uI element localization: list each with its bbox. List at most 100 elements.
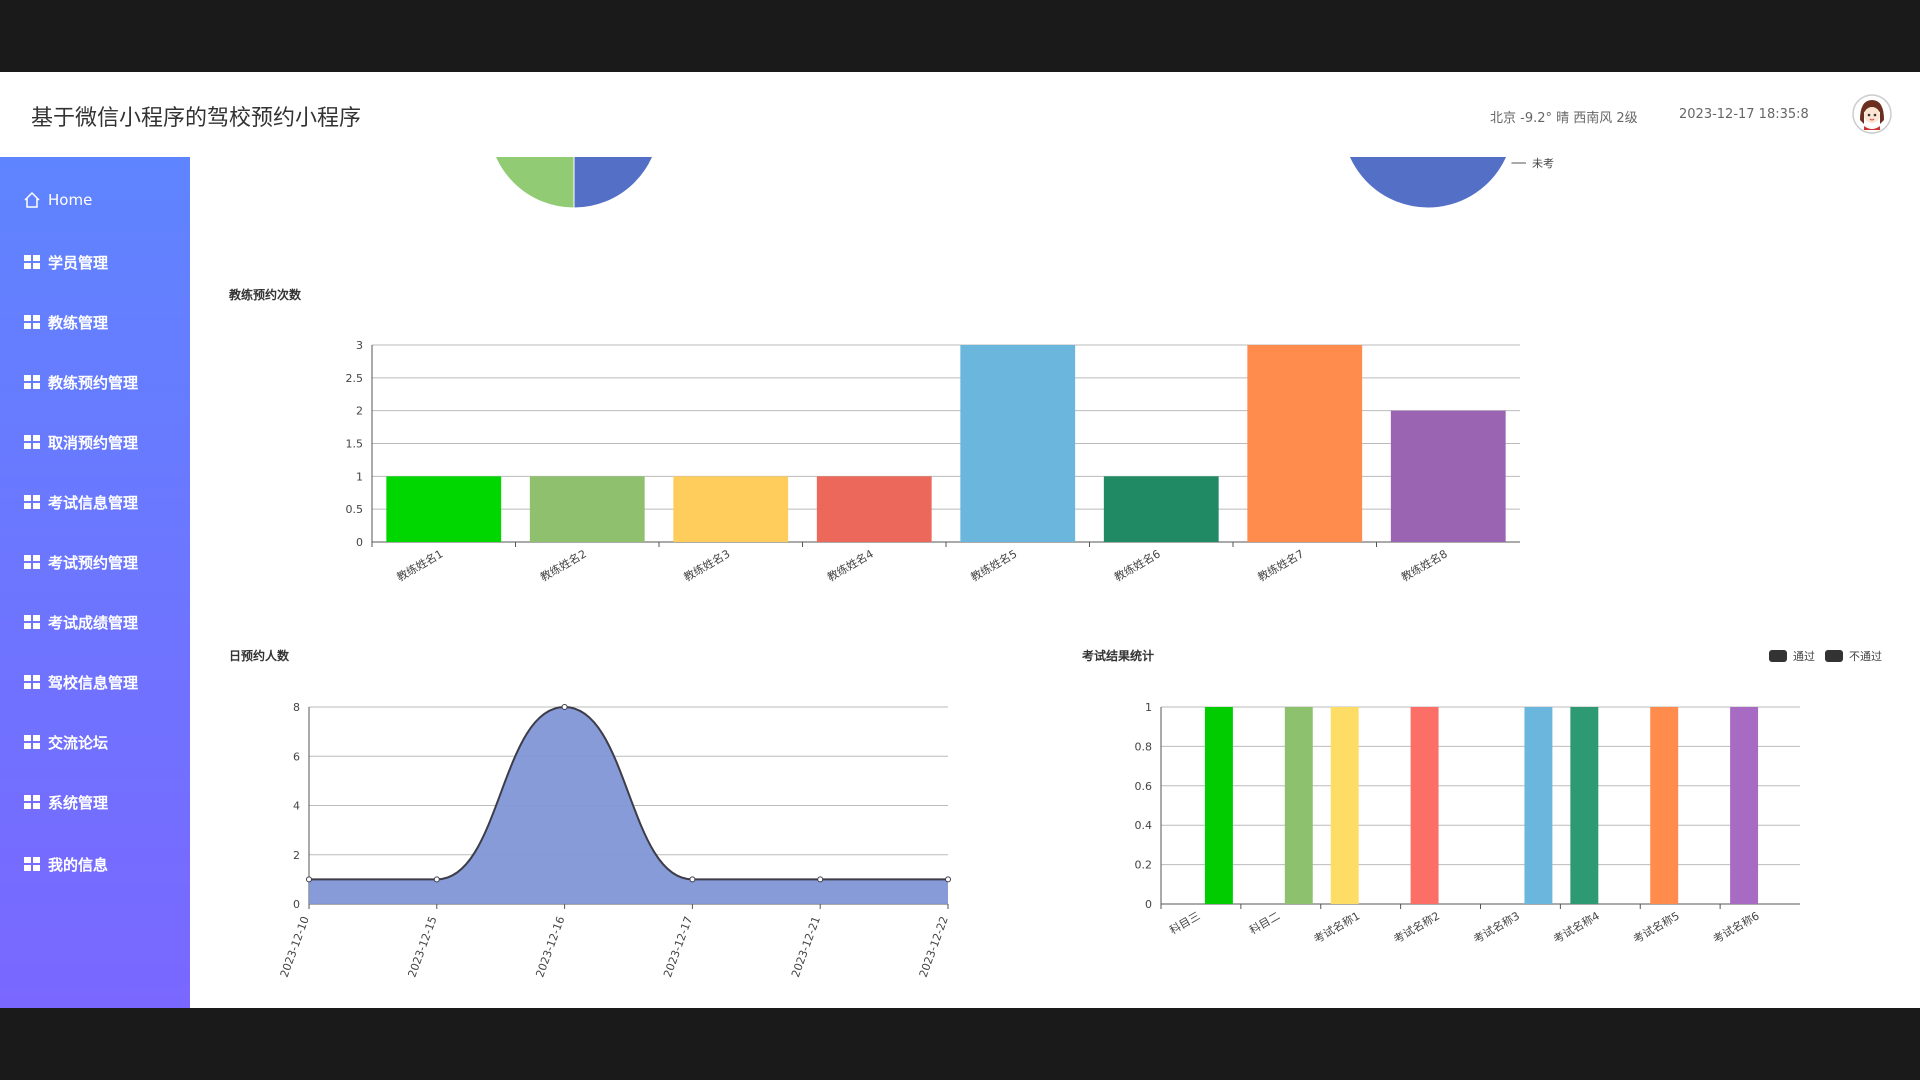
bar bbox=[1204, 707, 1233, 904]
menu-label: 我的信息 bbox=[48, 855, 109, 874]
x-tick-label: 2023-12-15 bbox=[406, 915, 440, 980]
y-tick-label: 0.8 bbox=[1135, 740, 1153, 753]
y-tick-label: 4 bbox=[293, 800, 300, 813]
bar bbox=[1103, 476, 1219, 542]
x-tick-label: 教练姓名6 bbox=[1112, 546, 1163, 584]
x-tick-label: 考试名称5 bbox=[1631, 908, 1682, 946]
y-tick-label: 1 bbox=[356, 470, 363, 483]
bottom-bar bbox=[0, 1008, 1920, 1080]
menu-icon bbox=[24, 555, 40, 569]
point bbox=[433, 876, 440, 883]
y-tick-label: 0.4 bbox=[1135, 819, 1153, 832]
x-tick-label: 考试名称3 bbox=[1471, 908, 1522, 946]
menu-item[interactable]: 驾校信息管理 bbox=[22, 670, 138, 694]
datetime: 2023-12-17 18:35:8 bbox=[1679, 107, 1809, 122]
menu-label: 教练预约管理 bbox=[48, 373, 139, 392]
x-tick-label: 教练姓名3 bbox=[681, 546, 732, 584]
bar bbox=[960, 345, 1076, 542]
x-tick-label: 2023-12-10 bbox=[278, 915, 312, 980]
pie-group bbox=[494, 157, 1508, 209]
menu-item[interactable]: 教练预约管理 bbox=[22, 370, 138, 394]
chart-title: 教练预约次数 bbox=[228, 287, 302, 302]
bar bbox=[386, 476, 502, 542]
menu-label: 考试成绩管理 bbox=[48, 613, 139, 632]
point bbox=[945, 876, 951, 883]
y-tick-label: 0.2 bbox=[1135, 859, 1153, 872]
y-tick-label: 3 bbox=[356, 339, 363, 352]
legend-swatch bbox=[1825, 650, 1843, 662]
x-tick-label: 考试名称2 bbox=[1391, 908, 1442, 946]
menu-icon bbox=[24, 375, 40, 389]
avatar[interactable] bbox=[1852, 94, 1892, 134]
bar bbox=[1330, 707, 1359, 904]
pie-slice bbox=[1348, 157, 1508, 209]
x-tick-label: 考试名称1 bbox=[1311, 908, 1362, 946]
menu-item[interactable]: 取消预约管理 bbox=[22, 430, 138, 454]
menu-label: 交流论坛 bbox=[48, 733, 109, 752]
menu-item[interactable]: 考试成绩管理 bbox=[22, 610, 138, 634]
y-tick-label: 2.5 bbox=[346, 372, 364, 385]
sidebar: Home 学员管理教练管理教练预约管理 取消预约管理 考试信息管理考试预约管理考试成绩… bbox=[0, 157, 190, 1008]
menu-item[interactable]: 教练管理 bbox=[22, 310, 108, 334]
pie-slice bbox=[573, 157, 654, 209]
menu-item[interactable]: 学员管理 bbox=[22, 250, 108, 274]
app-title: 基于微信小程序的驾校预约小程序 bbox=[31, 106, 362, 131]
point bbox=[306, 876, 312, 883]
menu-label: 驾校信息管理 bbox=[48, 673, 139, 692]
menu-item[interactable]: Home bbox=[22, 188, 92, 212]
x-tick-label: 考试名称6 bbox=[1710, 908, 1761, 946]
bar bbox=[1650, 707, 1679, 904]
x-tick-label: 科目三 bbox=[1167, 908, 1203, 937]
top-bar bbox=[0, 0, 1920, 72]
menu-label: Home bbox=[48, 191, 93, 209]
menu-icon bbox=[24, 795, 40, 809]
menu-label: 系统管理 bbox=[48, 793, 109, 812]
menu-label: 取消预约管理 bbox=[48, 433, 139, 452]
bar bbox=[1570, 707, 1599, 904]
y-tick-label: 8 bbox=[293, 701, 300, 714]
menu-item[interactable]: 考试预约管理 bbox=[22, 550, 138, 574]
x-tick-label: 教练姓名1 bbox=[394, 546, 445, 584]
y-tick-label: 6 bbox=[293, 750, 300, 763]
legend-swatch bbox=[1769, 650, 1787, 662]
x-tick-label: 教练姓名2 bbox=[538, 546, 589, 584]
header: 基于微信小程序的驾校预约小程序 北京 -9.2° 晴 西南风 2级 2023-1… bbox=[0, 72, 1920, 157]
x-tick-label: 2023-12-17 bbox=[661, 915, 695, 980]
y-tick-label: 0 bbox=[293, 898, 300, 911]
home-icon bbox=[24, 191, 40, 208]
x-tick-label: 2023-12-21 bbox=[789, 915, 823, 980]
menu-icon bbox=[24, 315, 40, 329]
x-tick-label: 考试名称4 bbox=[1551, 908, 1602, 946]
menu-item[interactable]: 交流论坛 bbox=[22, 730, 108, 754]
bar bbox=[816, 476, 932, 542]
menu-item[interactable]: 考试信息管理 bbox=[22, 490, 138, 514]
y-tick-label: 0.6 bbox=[1135, 780, 1153, 793]
legend-label: 不通过 bbox=[1849, 650, 1882, 663]
menu-icon bbox=[24, 735, 40, 749]
bar bbox=[1284, 707, 1313, 904]
bar bbox=[1247, 345, 1363, 542]
menu-item[interactable]: 系统管理 bbox=[22, 790, 108, 814]
y-tick-label: 0 bbox=[356, 536, 363, 549]
x-tick-label: 2023-12-16 bbox=[533, 915, 567, 980]
area bbox=[309, 707, 948, 904]
chart-title: 考试结果统计 bbox=[1082, 648, 1154, 663]
menu-icon bbox=[24, 615, 40, 629]
x-tick-label: 2023-12-22 bbox=[917, 915, 951, 980]
bar bbox=[1524, 707, 1553, 904]
menu-icon bbox=[24, 495, 40, 509]
x-tick-label: 教练姓名4 bbox=[825, 546, 876, 584]
menu-label: 考试信息管理 bbox=[48, 493, 139, 512]
menu-label: 教练管理 bbox=[48, 313, 109, 332]
pie-slice bbox=[494, 157, 575, 209]
y-tick-label: 0.5 bbox=[346, 503, 364, 516]
menu-item[interactable]: 我的信息 bbox=[22, 852, 108, 876]
menu-icon bbox=[24, 857, 40, 871]
menu-icon bbox=[24, 675, 40, 689]
point bbox=[561, 704, 568, 710]
bar bbox=[1390, 410, 1506, 542]
y-tick-label: 2 bbox=[356, 405, 363, 418]
weather: 北京 -9.2° 晴 西南风 2级 bbox=[1490, 111, 1638, 126]
